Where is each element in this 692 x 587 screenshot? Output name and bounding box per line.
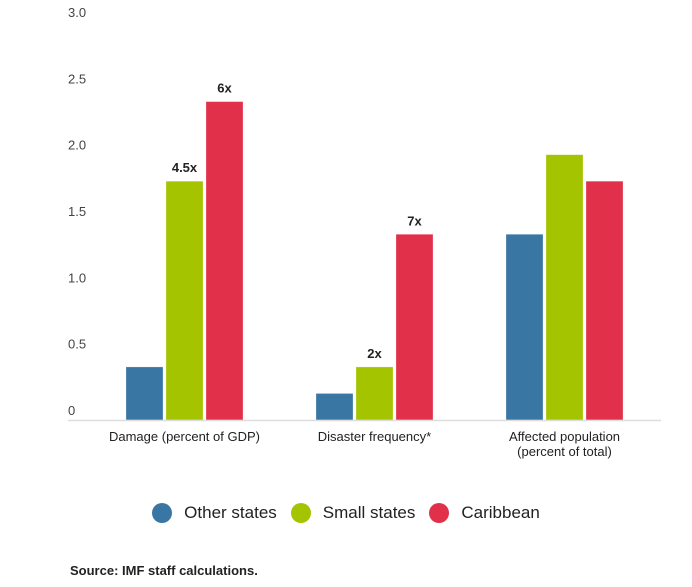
data-label: 4.5x xyxy=(172,160,198,175)
x-category-label: Disaster frequency* xyxy=(318,429,431,444)
legend-marker-icon xyxy=(429,503,450,523)
legend-label: Small states xyxy=(322,503,416,522)
y-tick-label: 1.0 xyxy=(68,270,86,285)
bar-caribbean xyxy=(205,101,244,421)
bar-small-states xyxy=(355,366,394,421)
bar-group: 2x 7x xyxy=(315,213,434,421)
legend-item: Small states xyxy=(290,503,416,523)
bar-small-states xyxy=(165,180,204,421)
bar-group: 4.5x 6x xyxy=(125,81,244,421)
y-axis: 0 0.5 1.0 1.5 2.0 2.5 3.0 xyxy=(68,5,86,418)
bar-other-states xyxy=(505,234,544,421)
bar-group xyxy=(505,154,624,421)
data-label: 6x xyxy=(217,81,232,96)
bar-caribbean xyxy=(395,234,434,421)
x-category-label: Affected population xyxy=(509,429,620,444)
legend-label: Other states xyxy=(184,503,277,522)
bar-caribbean xyxy=(585,180,624,421)
y-tick-label: 2.5 xyxy=(68,71,86,86)
data-label: 7x xyxy=(407,213,422,228)
source-note: Source: IMF staff calculations. xyxy=(70,563,258,578)
y-tick-label: 2.0 xyxy=(68,138,86,153)
data-label: 2x xyxy=(367,346,382,361)
legend-label: Caribbean xyxy=(461,503,540,522)
legend-item: Caribbean xyxy=(429,503,540,523)
y-tick-label: 0.5 xyxy=(68,337,86,352)
y-tick-label: 0 xyxy=(68,403,75,418)
legend: Other states Small states Caribbean xyxy=(0,500,692,526)
y-tick-label: 3.0 xyxy=(68,5,86,20)
bar-other-states xyxy=(315,393,354,421)
bar-chart: 0 0.5 1.0 1.5 2.0 2.5 3.0 4.5x 6x 2x 7x Damage (p… xyxy=(68,5,661,459)
x-axis: Damage (percent of GDP) Disaster frequenc… xyxy=(109,429,620,459)
bar-other-states xyxy=(125,366,164,421)
legend-marker-icon xyxy=(152,503,173,523)
legend-marker-icon xyxy=(290,503,311,523)
x-category-label: (percent of total) xyxy=(517,444,612,459)
bar-small-states xyxy=(545,154,584,421)
x-category-label: Damage (percent of GDP) xyxy=(109,429,260,444)
legend-item: Other states xyxy=(152,503,277,523)
bars: 4.5x 6x 2x 7x xyxy=(125,81,624,421)
y-tick-label: 1.5 xyxy=(68,204,86,219)
